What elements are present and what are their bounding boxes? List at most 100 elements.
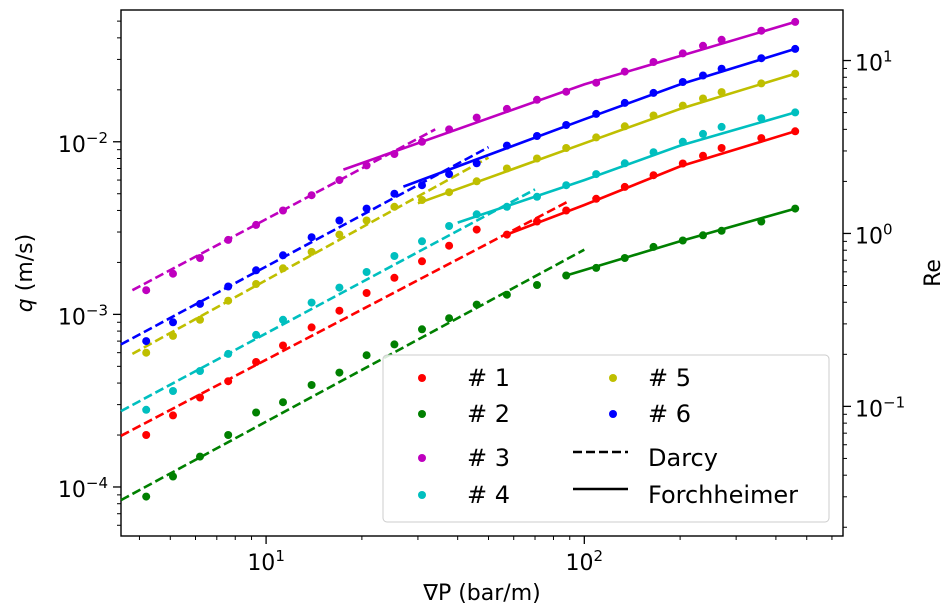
darcy-fit-line: [120, 199, 571, 437]
data-point: [562, 121, 571, 129]
data-point: [252, 408, 261, 417]
data-point: [592, 133, 601, 142]
y-tick-label-exp: −3: [86, 301, 108, 319]
data-point: [196, 299, 204, 308]
data-point: [196, 393, 204, 402]
data-point: [279, 264, 287, 273]
data-point: [169, 472, 177, 481]
data-point: [142, 337, 151, 346]
data-point: [717, 64, 726, 73]
data-point: [445, 222, 454, 230]
data-point: [562, 144, 571, 152]
data-point: [649, 58, 658, 66]
data-point: [335, 283, 344, 292]
y-tick-label-base: 10: [58, 133, 86, 158]
data-point: [472, 113, 481, 122]
data-point: [224, 282, 233, 291]
data-point: [502, 202, 511, 211]
forchheimer-fit-line: [457, 111, 796, 224]
data-point: [279, 315, 287, 324]
legend-entry: Forchheimer: [573, 481, 798, 509]
y-tick-label: 10−2: [58, 129, 108, 158]
data-point: [252, 266, 261, 275]
data-point: [717, 35, 726, 44]
data-point: [472, 225, 481, 234]
y-axis-label-symbol: q: [13, 298, 38, 312]
data-point: [678, 137, 687, 146]
forchheimer-fit-line: [402, 47, 796, 188]
data-point: [224, 235, 233, 244]
data-point: [418, 237, 426, 246]
data-point: [224, 296, 233, 305]
legend-label: # 2: [467, 400, 510, 428]
data-point: [196, 315, 204, 324]
data-point: [649, 242, 658, 251]
legend-marker: [418, 491, 426, 499]
data-point: [169, 411, 177, 420]
data-point: [472, 300, 481, 309]
y-tick-label-exp: −2: [86, 129, 108, 147]
data-point: [502, 230, 511, 239]
y2-tick-label: 101: [855, 48, 893, 77]
data-point: [307, 191, 316, 200]
legend-entry: # 2: [418, 400, 510, 428]
darcy-fit-line: [120, 146, 490, 346]
data-point: [592, 109, 601, 118]
data-point: [335, 216, 344, 225]
data-point: [169, 331, 177, 340]
data-point: [362, 351, 371, 360]
data-point: [533, 217, 541, 226]
legend-label: # 5: [648, 364, 691, 392]
y-tick-label-base: 10: [58, 305, 86, 330]
data-point: [757, 79, 766, 88]
data-point: [699, 94, 707, 103]
data-point: [307, 323, 316, 332]
legend-entry: Darcy: [573, 444, 718, 472]
legend-label: Darcy: [648, 444, 718, 472]
data-point: [445, 188, 454, 197]
data-point: [169, 387, 177, 395]
y-tick-label: 10−4: [58, 474, 108, 503]
y2-tick-label-exp: −1: [883, 393, 905, 411]
legend-label: Forchheimer: [648, 481, 798, 509]
data-point: [620, 254, 629, 262]
data-point: [307, 233, 316, 242]
data-point: [445, 125, 454, 134]
data-point: [717, 122, 726, 131]
data-point: [562, 271, 571, 280]
data-point: [224, 349, 233, 358]
data-point: [279, 341, 287, 350]
data-point: [649, 148, 658, 157]
data-point: [649, 111, 658, 120]
data-point: [791, 127, 800, 136]
data-point: [142, 286, 151, 295]
data-point: [562, 87, 571, 96]
data-point: [279, 251, 287, 260]
data-point: [279, 206, 287, 215]
data-point: [678, 236, 687, 245]
darcy-fit-line: [120, 248, 585, 502]
darcy-fit-line: [131, 156, 490, 356]
y2-tick-label-exp: 0: [883, 220, 893, 238]
data-point: [252, 330, 261, 339]
data-point: [445, 314, 454, 323]
data-point: [418, 196, 426, 204]
data-point: [196, 452, 204, 461]
legend-marker: [609, 410, 617, 418]
legend-label: # 6: [648, 400, 691, 428]
data-point: [362, 161, 371, 170]
data-point: [717, 226, 726, 235]
legend-entry: # 4: [418, 481, 510, 509]
data-point: [717, 88, 726, 97]
data-point: [678, 78, 687, 86]
data-point: [307, 247, 316, 256]
data-point: [649, 88, 658, 97]
y-tick-label: 10−3: [58, 301, 108, 330]
data-point: [757, 114, 766, 123]
data-point: [142, 431, 151, 439]
legend-box: [382, 354, 830, 523]
data-point: [533, 281, 541, 289]
legend-marker: [418, 410, 426, 418]
data-point: [533, 192, 541, 201]
